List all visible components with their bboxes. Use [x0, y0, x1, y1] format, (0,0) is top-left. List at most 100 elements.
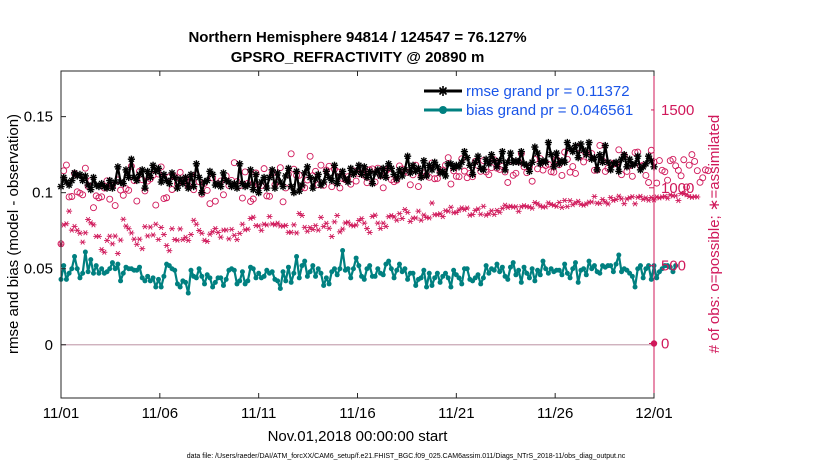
rmse-point: [244, 181, 252, 189]
possible-point: [111, 202, 119, 209]
bias-point: [107, 266, 113, 272]
rmse-point: [590, 154, 599, 162]
bias-point: [302, 258, 308, 264]
bias-point: [118, 278, 124, 284]
assimilated-point: [95, 233, 102, 240]
rmse-point: [574, 154, 582, 162]
assimilated-point: [675, 197, 682, 204]
possible-point: [488, 164, 495, 172]
rmse-point: [330, 161, 339, 169]
rmse-point: [474, 152, 482, 160]
possible-point: [306, 152, 314, 160]
rmse-point: [569, 148, 577, 156]
x-axis-label: Nov.01,2018 00:00:00 start: [268, 428, 449, 445]
y2-tick-label: 1000: [661, 180, 694, 197]
bias-point: [72, 254, 78, 260]
x-tick-label: 11/11: [241, 405, 276, 422]
bias-point: [434, 270, 440, 276]
bias-point: [443, 270, 449, 276]
rmse-point: [547, 151, 555, 159]
rmse-point: [382, 173, 390, 182]
bias-point: [356, 263, 362, 269]
bias-point: [648, 276, 654, 282]
bias-point: [375, 266, 381, 272]
rmse-point: [460, 148, 469, 156]
rmse-point: [479, 166, 488, 174]
rmse-point: [376, 172, 385, 180]
possible-point: [125, 186, 133, 194]
assimilated-point: [231, 232, 238, 238]
rmse-point: [458, 158, 466, 166]
assimilated-point: [591, 193, 598, 200]
bias-point: [591, 263, 597, 269]
assimilated-point: [288, 229, 295, 235]
assimilated-point: [399, 215, 406, 222]
rmse-point: [593, 166, 601, 174]
rmse-point: [301, 169, 309, 177]
rmse-point: [401, 166, 409, 174]
rmse-point: [173, 184, 182, 192]
bias-point: [610, 269, 616, 275]
bias-point: [513, 272, 519, 278]
rmse-point: [303, 163, 312, 171]
x-tick-label: 11/21: [438, 405, 474, 422]
rmse-point: [433, 163, 441, 171]
possible-point: [431, 175, 439, 183]
rmse-point: [550, 163, 558, 171]
possible-point: [266, 192, 273, 200]
possible-point: [699, 174, 707, 182]
possible-point: [119, 191, 127, 199]
assimilated-point: [437, 211, 444, 217]
rmse-point: [190, 182, 198, 191]
bias-point: [567, 275, 573, 281]
assimilated-point: [82, 230, 89, 236]
bias-point: [583, 272, 589, 278]
rmse-point: [68, 176, 76, 185]
possible-point: [558, 172, 566, 179]
possible-point: [504, 179, 512, 186]
bias-point: [464, 266, 470, 272]
assimilated-point: [477, 211, 484, 217]
possible-point: [528, 177, 536, 185]
rmse-point: [363, 173, 371, 182]
assimilated-point: [453, 209, 460, 216]
assimilated-point: [244, 226, 251, 232]
rmse-point: [103, 184, 111, 192]
bias-point: [250, 266, 256, 272]
assimilated-point: [217, 234, 224, 240]
rmse-point: [257, 178, 265, 186]
rmse-point: [138, 166, 146, 174]
rmse-point: [279, 182, 287, 191]
bias-point: [304, 273, 310, 279]
rmse-point: [249, 186, 257, 194]
chart-subtitle: GPSRO_REFRACTIVITY @ 20890 m: [231, 49, 485, 66]
bias-point: [629, 273, 635, 279]
possible-point: [433, 174, 441, 182]
rmse-point: [265, 173, 274, 182]
rmse-point: [604, 158, 612, 166]
possible-point: [685, 161, 693, 169]
assimilated-point: [139, 246, 146, 252]
bias-point: [507, 264, 513, 270]
bias-point: [637, 263, 643, 269]
possible-point: [677, 172, 685, 180]
rmse-point: [192, 160, 200, 168]
bias-point: [69, 266, 75, 272]
assimilated-point: [588, 199, 595, 205]
bias-point: [429, 282, 435, 288]
rmse-point: [414, 164, 423, 172]
bias-point: [109, 260, 115, 266]
assimilated-point: [166, 248, 173, 254]
assimilated-point: [106, 233, 113, 239]
x-tick-label: 12/01: [635, 405, 673, 422]
bias-point: [280, 269, 286, 275]
bias-point: [288, 279, 294, 285]
assimilated-point: [439, 213, 446, 220]
assimilated-point: [607, 194, 614, 201]
possible-point: [688, 151, 696, 159]
bias-point: [529, 266, 535, 272]
rmse-point: [501, 166, 509, 174]
bias-point: [348, 275, 354, 281]
possible-point: [691, 158, 699, 165]
assimilated-point: [228, 226, 235, 233]
